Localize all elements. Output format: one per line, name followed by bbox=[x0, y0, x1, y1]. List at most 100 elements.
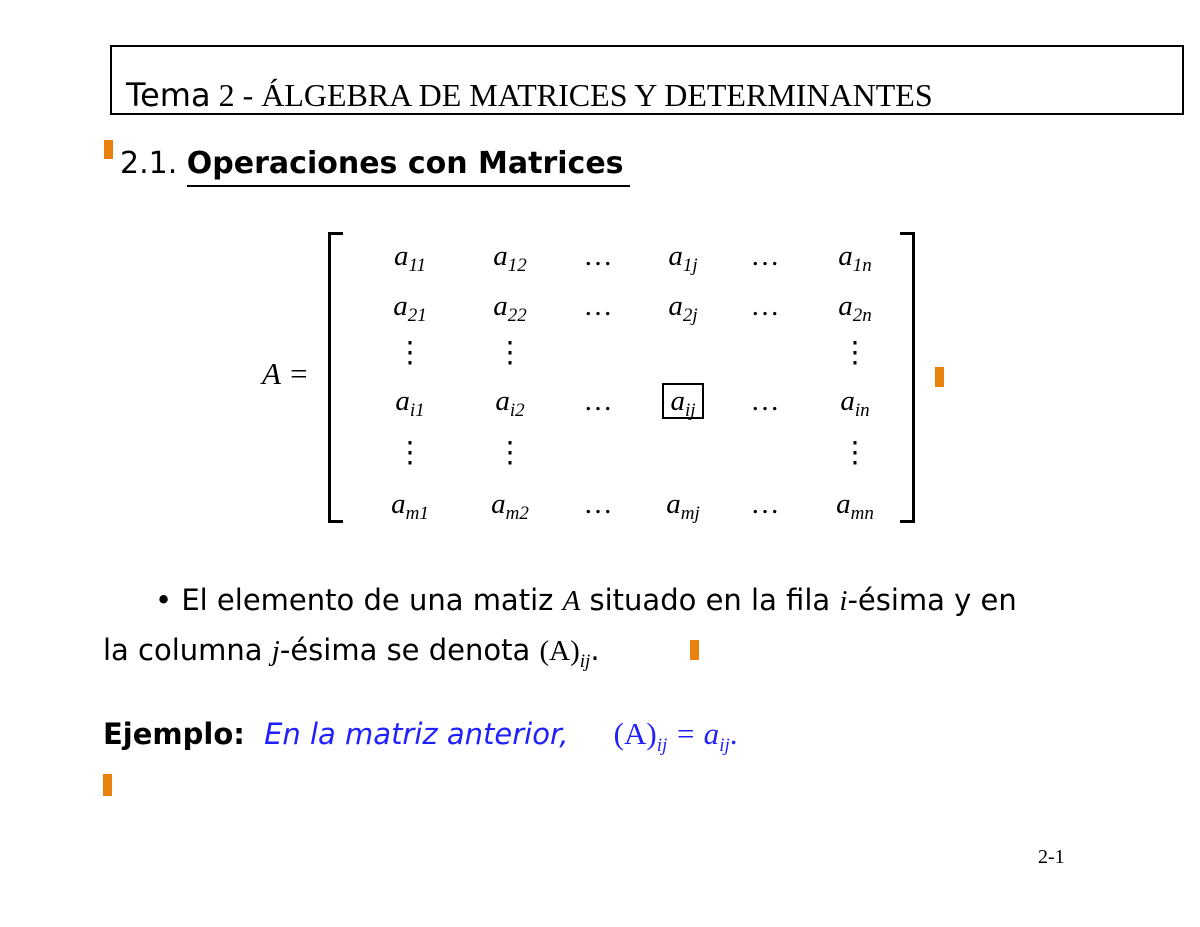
matrix-cell: a22 bbox=[465, 290, 555, 327]
math-sub: ij bbox=[656, 735, 668, 757]
math: i bbox=[839, 585, 848, 617]
cell-subscript: 2j bbox=[682, 305, 698, 326]
matrix-cell: … bbox=[720, 240, 810, 273]
matrix-cell: a11 bbox=[365, 240, 455, 277]
cell-base: a bbox=[495, 385, 510, 417]
cell-base: a bbox=[491, 488, 506, 520]
example-text: En la matriz anterior, bbox=[264, 717, 569, 751]
matrix-cell: am2 bbox=[465, 488, 555, 525]
matrix-cell: … bbox=[553, 488, 643, 521]
cell-subscript: 12 bbox=[507, 255, 527, 276]
math-sub: ij bbox=[579, 650, 591, 672]
title-rest: 2 - ÁLGEBRA DE MATRICES Y DETERMINANTES bbox=[218, 77, 933, 113]
text: -ésima se denota bbox=[279, 633, 540, 667]
matrix-lhs: A = bbox=[262, 356, 310, 391]
cell-base: a bbox=[838, 240, 853, 272]
cell-base: ⋮ bbox=[840, 437, 870, 469]
matrix-cell: … bbox=[720, 290, 810, 323]
matrix-cell: a21 bbox=[365, 290, 455, 327]
cell-base: a bbox=[493, 240, 508, 272]
matrix-cell: a1n bbox=[810, 240, 900, 277]
cell-base: ⋮ bbox=[395, 437, 425, 469]
text: . bbox=[590, 633, 600, 667]
math: (A) bbox=[613, 716, 657, 751]
math: A bbox=[562, 585, 581, 617]
matrix-cell: amj bbox=[638, 488, 728, 525]
matrix-cell: ⋮ bbox=[810, 335, 900, 370]
example-label: Ejemplo: bbox=[103, 717, 245, 751]
cell-base: a bbox=[493, 290, 508, 322]
cell-base: … bbox=[583, 385, 613, 417]
cell-subscript: ij bbox=[684, 400, 696, 421]
math: (A) bbox=[539, 635, 580, 667]
cell-base: a bbox=[391, 488, 406, 520]
matrix-cell: ⋮ bbox=[465, 435, 555, 470]
matrix-cell: … bbox=[553, 290, 643, 323]
matrix-cell: ⋮ bbox=[465, 335, 555, 370]
cell-subscript: m2 bbox=[505, 503, 529, 524]
matrix-cell: … bbox=[720, 385, 810, 418]
cell-subscript: 1j bbox=[682, 255, 698, 276]
cell-base: a bbox=[666, 488, 681, 520]
matrix-cell: … bbox=[553, 240, 643, 273]
math: . bbox=[729, 716, 738, 751]
cell-base: a bbox=[393, 290, 408, 322]
cell-base: … bbox=[750, 240, 780, 272]
matrix-cell: a2n bbox=[810, 290, 900, 327]
text: El elemento de una matiz bbox=[181, 583, 563, 617]
matrix-cell: ai1 bbox=[365, 385, 455, 422]
bullet-line-1: • El elemento de una matiz A situado en … bbox=[155, 583, 1017, 618]
title-box bbox=[110, 45, 1184, 115]
pause-marker bbox=[690, 640, 699, 660]
cell-base: ⋮ bbox=[395, 337, 425, 369]
cell-subscript: i1 bbox=[409, 400, 425, 421]
section-heading: 2.1. Operaciones con Matrices bbox=[120, 146, 630, 187]
cell-base: a bbox=[838, 290, 853, 322]
pause-marker bbox=[935, 367, 944, 387]
example-formula: (A)ij = aij. bbox=[613, 716, 738, 756]
title-bold: Tema bbox=[126, 76, 211, 114]
matrix-cell: ai2 bbox=[465, 385, 555, 422]
cell-base: a bbox=[668, 290, 683, 322]
cell-subscript: 2n bbox=[852, 305, 872, 326]
text: situado en la fila bbox=[580, 583, 840, 617]
cell-subscript: m1 bbox=[405, 503, 429, 524]
example-line: Ejemplo: En la matriz anterior, (A)ij = … bbox=[103, 716, 738, 757]
matrix-cell: a1j bbox=[638, 240, 728, 277]
cell-subscript: mj bbox=[680, 503, 700, 524]
bullet-line-2: la columna j-ésima se denota (A)ij. bbox=[103, 633, 600, 673]
cell-subscript: 22 bbox=[507, 305, 527, 326]
cell-base: … bbox=[583, 290, 613, 322]
cell-base: ⋮ bbox=[495, 437, 525, 469]
text: la columna bbox=[103, 633, 272, 667]
right-bracket bbox=[900, 232, 915, 523]
cell-base: … bbox=[583, 488, 613, 520]
matrix-cell: a12 bbox=[465, 240, 555, 277]
cell-subscript: i2 bbox=[509, 400, 525, 421]
text: -ésima y en bbox=[847, 583, 1017, 617]
left-bracket bbox=[328, 232, 343, 523]
cell-base: a bbox=[670, 385, 685, 417]
math-sub: ij bbox=[719, 735, 730, 757]
cell-subscript: 11 bbox=[408, 255, 427, 276]
cell-base: … bbox=[750, 488, 780, 520]
cell-base: a bbox=[395, 385, 410, 417]
matrix-cell: ⋮ bbox=[365, 435, 455, 470]
section-title: Operaciones con Matrices bbox=[186, 146, 630, 187]
pause-marker bbox=[103, 774, 112, 796]
matrix-cell: amn bbox=[810, 488, 900, 525]
bullet-icon: • bbox=[155, 583, 173, 617]
matrix-cell: ⋮ bbox=[810, 435, 900, 470]
cell-base: a bbox=[836, 488, 851, 520]
page-title: Tema 2 - ÁLGEBRA DE MATRICES Y DETERMINA… bbox=[126, 76, 933, 114]
cell-base: … bbox=[583, 240, 613, 272]
matrix-cell: a2j bbox=[638, 290, 728, 327]
section-number: 2.1. bbox=[120, 146, 178, 181]
matrix-cell: am1 bbox=[365, 488, 455, 525]
matrix-cell: … bbox=[720, 488, 810, 521]
cell-base: a bbox=[393, 240, 409, 272]
cell-subscript: in bbox=[854, 400, 870, 421]
cell-base: … bbox=[750, 385, 780, 417]
matrix-cell: ⋮ bbox=[365, 335, 455, 370]
matrix-cell: ain bbox=[810, 385, 900, 422]
